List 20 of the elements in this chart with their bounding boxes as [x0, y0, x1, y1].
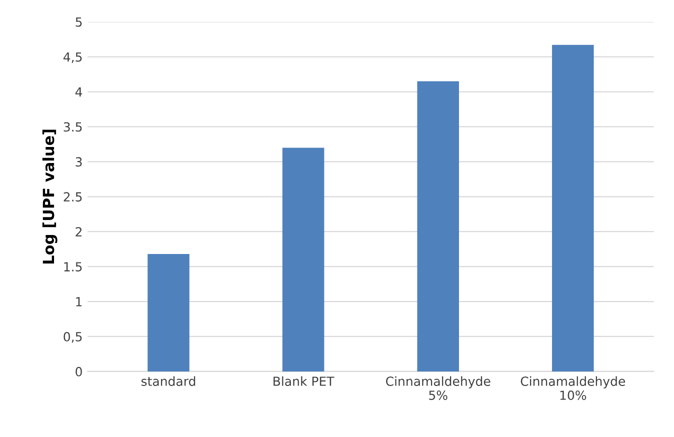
x-tick-label: standard — [141, 376, 196, 386]
x-tick-label: Cinnamaldehyde 5% — [386, 376, 490, 400]
y-axis-title: Log [UPF value] — [42, 130, 58, 264]
bar — [417, 81, 459, 372]
y-tick-label: 0 — [76, 366, 82, 376]
y-tick-label: 3 — [76, 157, 82, 167]
y-tick-label: 2 — [76, 227, 82, 236]
y-tick-label: 5 — [76, 17, 82, 27]
bar — [148, 254, 190, 372]
y-tick-label: 1.5 — [64, 262, 82, 272]
y-tick-label: 0,5 — [64, 332, 82, 343]
bar — [552, 44, 594, 372]
y-tick-label: 4,5 — [63, 52, 82, 64]
bar — [282, 148, 324, 372]
x-tick-label: Blank PET — [274, 376, 334, 386]
y-tick-label: 4 — [75, 87, 82, 97]
y-tick-label: 2.5 — [64, 192, 82, 202]
x-tick-label: Cinnamaldehyde 10% — [520, 376, 626, 400]
y-tick-label: 1 — [76, 297, 82, 306]
y-tick-label: 3.5 — [64, 122, 82, 132]
